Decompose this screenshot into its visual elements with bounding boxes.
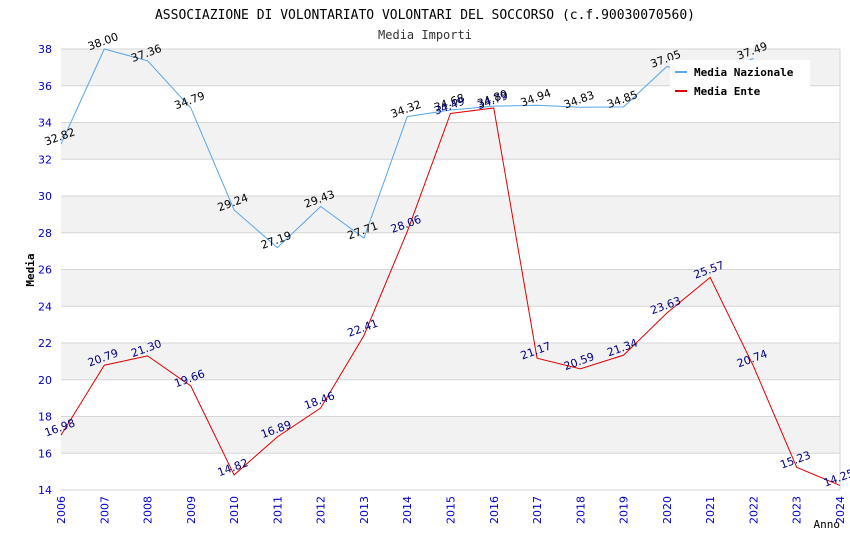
y-tick-label: 20 (38, 374, 52, 387)
grid-band (61, 122, 840, 160)
data-label: 34.85 (605, 88, 639, 111)
chart-subtitle: Media Importi (378, 28, 472, 42)
legend: Media Nazionale Media Ente (670, 60, 810, 102)
x-tick-label: 2011 (271, 496, 284, 524)
legend-entry: Media Ente (694, 85, 761, 98)
y-tick-label: 30 (38, 190, 52, 203)
y-tick-label: 16 (38, 447, 52, 460)
data-label: 34.83 (562, 88, 596, 111)
x-tick-label: 2015 (445, 496, 458, 524)
y-tick-label: 32 (38, 153, 52, 166)
y-axis-ticks: 14 16 18 20 22 24 26 28 30 32 34 36 38 (38, 43, 52, 497)
x-tick-label: 2012 (315, 496, 328, 524)
y-tick-label: 34 (38, 117, 52, 130)
x-tick-label: 2009 (185, 496, 198, 524)
x-tick-label: 2018 (574, 496, 587, 524)
series-line-0 (60, 48, 754, 249)
y-axis-label: Media (24, 253, 37, 286)
x-axis-ticks: 2006 2007 2008 2009 2010 2011 2012 2013 2014 2015… (55, 496, 847, 524)
series-lines (60, 48, 841, 486)
y-tick-label: 36 (38, 80, 52, 93)
grid-band (61, 343, 840, 380)
x-tick-label: 2013 (358, 496, 371, 524)
y-tick-label: 22 (38, 337, 52, 350)
x-tick-label: 2024 (834, 496, 847, 524)
legend-entry: Media Nazionale (694, 66, 794, 79)
legend-box (670, 60, 810, 102)
data-label: 34.32 (389, 98, 423, 121)
grid-band (61, 196, 840, 233)
series-line-1 (60, 107, 841, 486)
x-tick-label: 2022 (747, 496, 760, 524)
data-label: 14.82 (216, 456, 250, 479)
x-tick-label: 2014 (401, 496, 414, 524)
x-tick-label: 2019 (618, 496, 631, 524)
x-axis-label: Anno (814, 518, 841, 531)
grid-lines (61, 48, 841, 491)
y-tick-label: 28 (38, 227, 52, 240)
y-tick-label: 14 (38, 484, 52, 497)
y-tick-label: 18 (38, 411, 52, 424)
x-tick-label: 2023 (791, 496, 804, 524)
grid-band (61, 416, 840, 454)
y-tick-label: 26 (38, 264, 52, 277)
data-label: 34.79 (173, 89, 207, 112)
data-label: 14.25 (822, 467, 850, 490)
y-tick-label: 24 (38, 300, 52, 313)
data-label: 22.41 (346, 317, 380, 340)
x-tick-label: 2008 (142, 496, 155, 524)
y-tick-label: 38 (38, 43, 52, 56)
x-tick-label: 2020 (661, 496, 674, 524)
chart-title: ASSOCIAZIONE DI VOLONTARIATO VOLONTARI D… (155, 8, 695, 23)
x-tick-label: 2021 (704, 496, 717, 524)
x-tick-label: 2007 (98, 496, 111, 524)
x-tick-label: 2010 (228, 496, 241, 524)
x-tick-label: 2006 (55, 496, 68, 524)
x-tick-label: 2016 (488, 496, 501, 524)
grid-band (61, 269, 840, 307)
x-tick-label: 2017 (531, 496, 544, 524)
